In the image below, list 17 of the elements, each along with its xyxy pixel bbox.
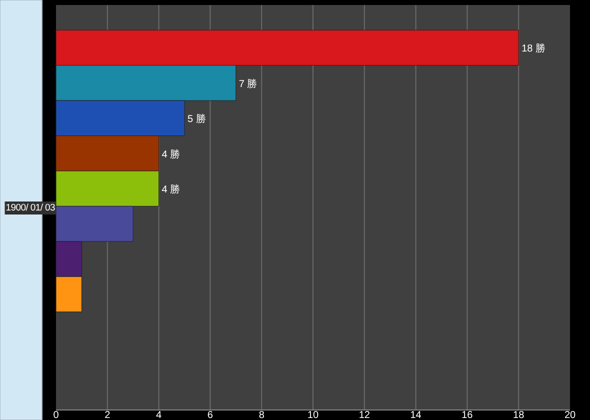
x-tick-label: 6 xyxy=(207,410,214,420)
x-tick-label: 18 xyxy=(513,410,525,420)
x-tick-label: 16 xyxy=(462,410,474,420)
x-tick-label: 10 xyxy=(307,410,319,420)
data-label: 18 勝 xyxy=(522,42,546,55)
x-tick-label: 14 xyxy=(410,410,422,420)
data-label: 4 勝 xyxy=(162,184,180,196)
x-tick-label: 20 xyxy=(564,410,576,420)
data-label: 5 勝 xyxy=(188,113,206,126)
y-tick-label: 1900/ 01/ 03 xyxy=(6,202,56,214)
x-tick-label: 12 xyxy=(358,410,370,420)
data-label: 4 勝 xyxy=(162,148,180,160)
data-label: 7 勝 xyxy=(238,78,258,90)
x-tick-label: 4 xyxy=(156,410,162,420)
x-tick-label: 8 xyxy=(258,410,265,420)
x-tick-label: 2 xyxy=(104,410,111,420)
x-tick-label: 0 xyxy=(53,410,60,420)
